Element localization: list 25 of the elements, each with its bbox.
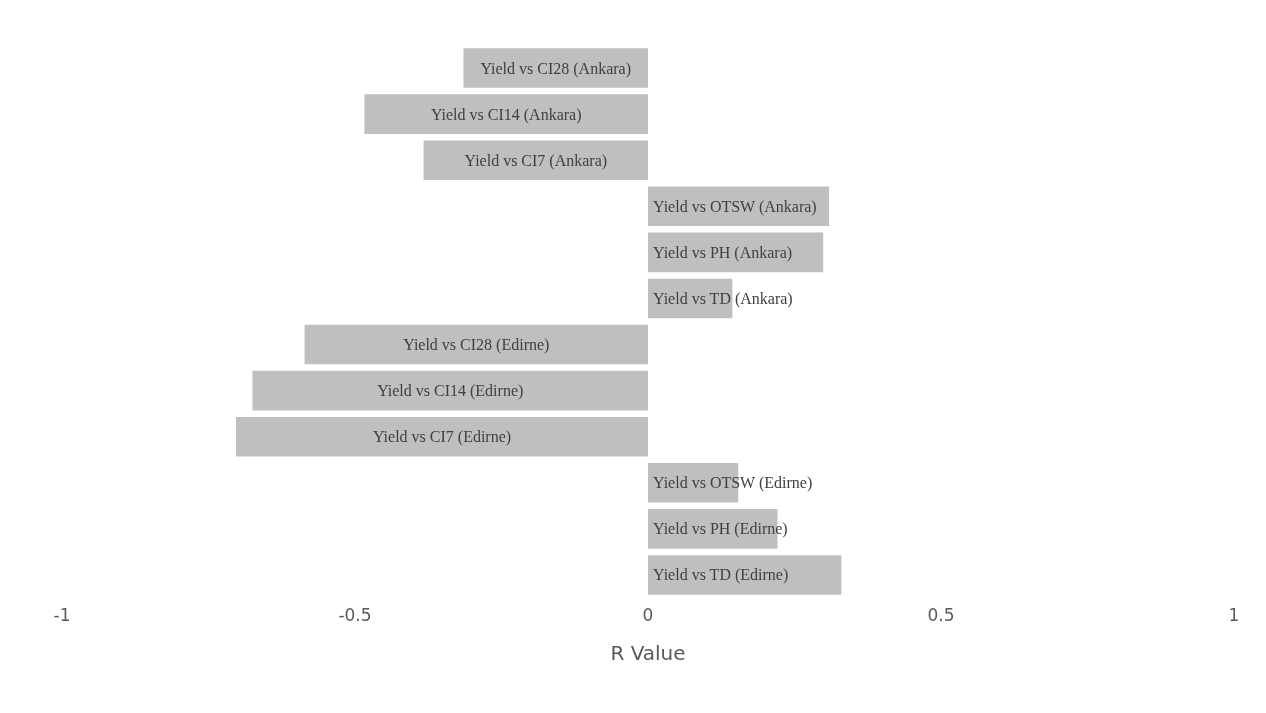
bar bbox=[252, 370, 648, 411]
y-tick-label: Yield vs CI7 (Edirne) bbox=[372, 428, 512, 447]
y-tick-label: Yield vs TD (Ankara) bbox=[653, 289, 793, 308]
y-tick-label: Yield vs OTSW (Edirne) bbox=[653, 474, 813, 493]
x-tick-label: -1 bbox=[53, 604, 71, 625]
x-tick-label: 0 bbox=[642, 604, 654, 625]
bar bbox=[423, 140, 648, 181]
y-tick-label: Yield vs PH (Edirne) bbox=[653, 520, 788, 539]
y-tick-label: Yield vs CI14 (Edirne) bbox=[377, 382, 524, 401]
bar bbox=[463, 48, 648, 88]
bar bbox=[648, 555, 842, 595]
x-axis-title: R Value bbox=[610, 641, 686, 665]
y-tick-label: Yield vs PH (Ankara) bbox=[653, 243, 793, 262]
y-tick-label: Yield vs CI28 (Ankara) bbox=[480, 59, 632, 78]
x-tick-label: 1 bbox=[1228, 604, 1240, 625]
y-tick-label: Yield vs CI14 (Ankara) bbox=[430, 105, 582, 124]
bar bbox=[236, 416, 648, 457]
y-tick-label: Yield vs CI28 (Edirne) bbox=[403, 336, 550, 355]
y-tick-label: Yield vs OTSW (Ankara) bbox=[653, 197, 817, 216]
bar bbox=[304, 324, 648, 365]
x-tick-label: -0.5 bbox=[338, 604, 372, 625]
bar bbox=[364, 94, 648, 134]
x-tick-label: 0.5 bbox=[927, 604, 955, 625]
y-tick-label: Yield vs TD (Edirne) bbox=[653, 566, 789, 585]
y-tick-label: Yield vs CI7 (Ankara) bbox=[464, 151, 608, 170]
